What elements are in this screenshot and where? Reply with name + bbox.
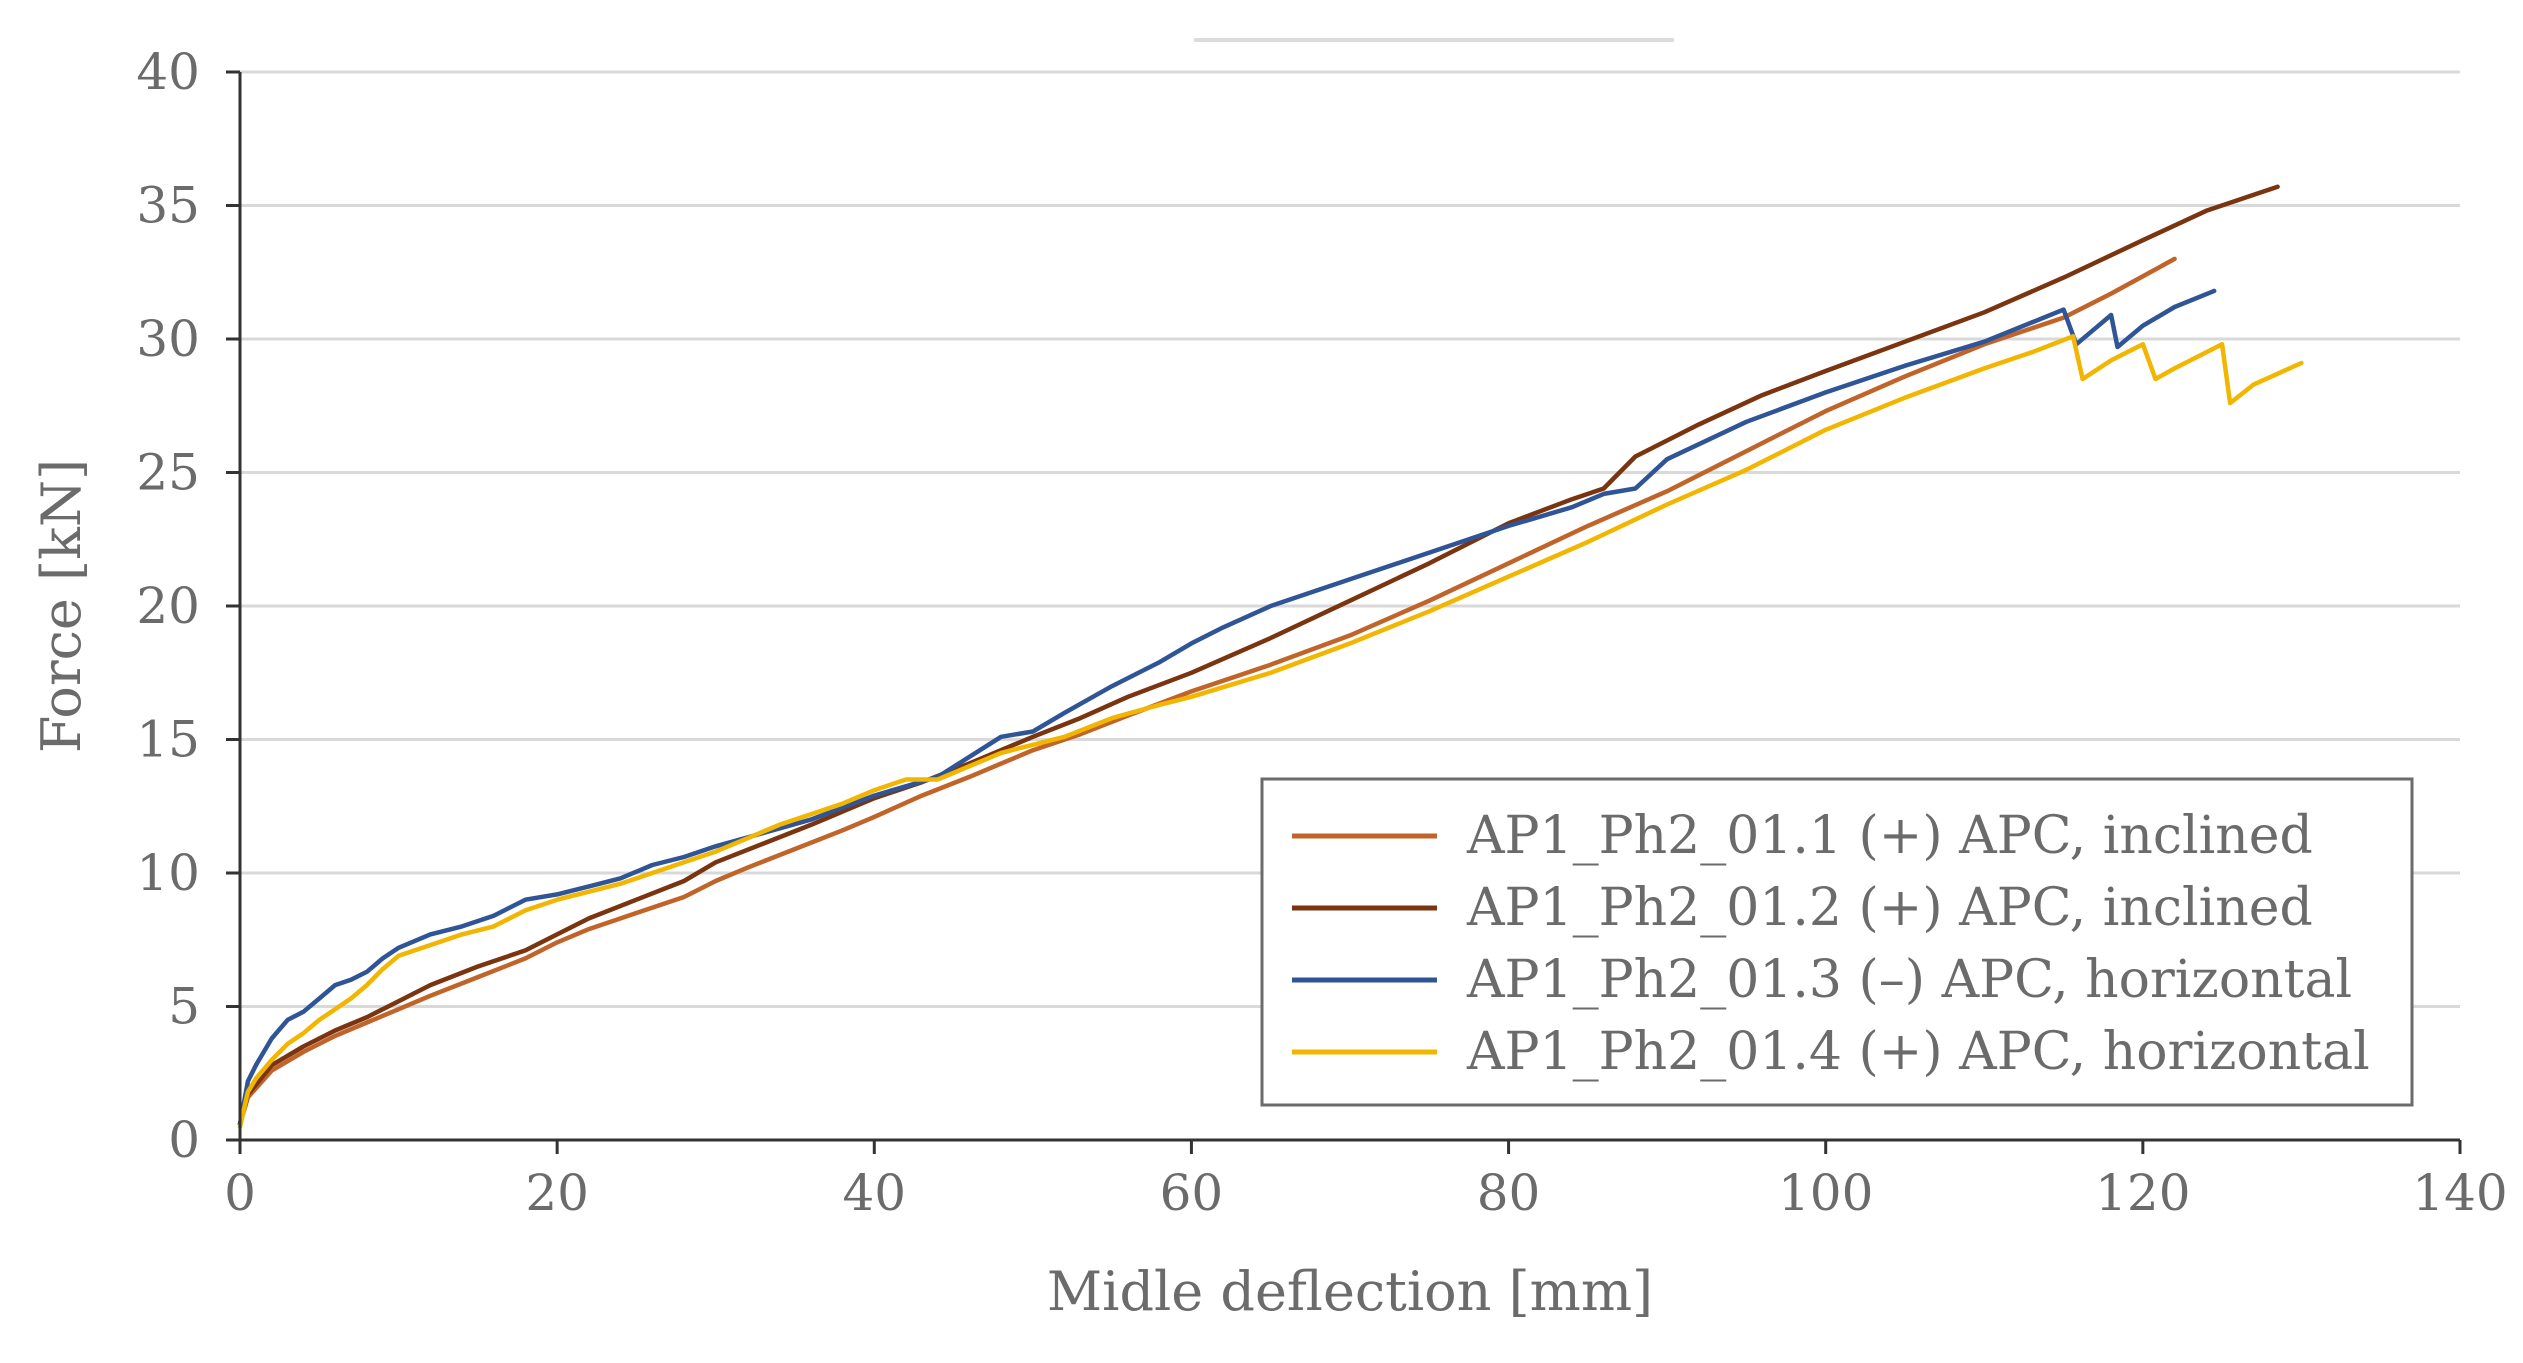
series-lines — [237, 184, 2304, 1129]
x-axis-title: Midle deflection [mm] — [1047, 1260, 1653, 1323]
y-tick-label: 20 — [136, 577, 200, 635]
series-line-4 — [237, 334, 2304, 1129]
y-tick-label: 10 — [136, 844, 200, 902]
y-tick-label: 0 — [168, 1111, 200, 1169]
legend-label-4: AP1_Ph2_01.4 (+) APC, horizontal — [1466, 1022, 2370, 1082]
axes — [226, 70, 2462, 1154]
y-tick-label: 40 — [136, 43, 200, 101]
series-line-2 — [237, 184, 2280, 1127]
y-tick-label: 5 — [168, 978, 200, 1036]
y-tick-label: 15 — [136, 711, 200, 769]
legend-label-3: AP1_Ph2_01.3 (–) APC, horizontal — [1466, 950, 2352, 1010]
x-tick-label: 20 — [525, 1164, 589, 1222]
x-tick-label: 140 — [2412, 1164, 2507, 1222]
series-line-3 — [237, 288, 2217, 1127]
legend-label-1: AP1_Ph2_01.1 (+) APC, inclined — [1466, 806, 2313, 866]
x-tick-label: 120 — [2095, 1164, 2190, 1222]
x-tick-label: 60 — [1160, 1164, 1224, 1222]
tick-labels: 0 5 10 15 20 25 30 35 40 0 20 40 60 80 100 120 140 — [136, 43, 2507, 1222]
y-axis-title: Force [kN] — [30, 459, 93, 753]
series-line-1 — [237, 256, 2177, 1127]
y-tick-label: 25 — [136, 444, 200, 502]
legend-box — [1260, 777, 2414, 1107]
x-tick-label: 40 — [842, 1164, 906, 1222]
x-tick-label: 80 — [1477, 1164, 1541, 1222]
legend-label-2: AP1_Ph2_01.2 (+) APC, inclined — [1466, 878, 2313, 938]
gridlines — [240, 70, 2460, 1008]
y-tick-label: 35 — [136, 177, 200, 235]
legend: AP1_Ph2_01.1 (+) APC, inclined AP1_Ph2_01… — [1260, 777, 2414, 1107]
x-tick-label: 100 — [1778, 1164, 1873, 1222]
x-tick-label: 0 — [224, 1164, 256, 1222]
y-tick-label: 30 — [136, 310, 200, 368]
